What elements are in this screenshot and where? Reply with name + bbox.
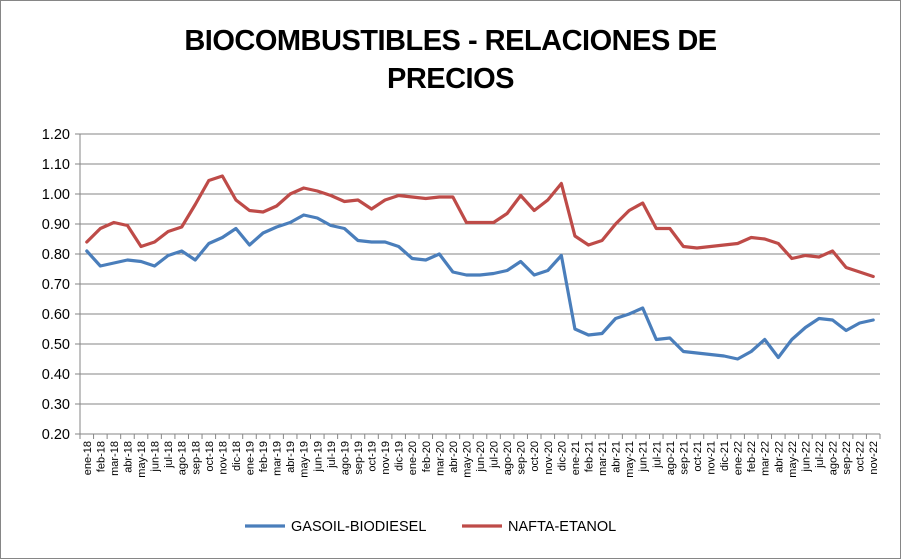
y-tick-label: 0.50	[42, 337, 70, 353]
x-axis-ticks: ene-18 feb-18 mar-18 abr-18 may-18 jun-18 jul-…	[79, 434, 881, 478]
x-tick-label: abr-20	[448, 441, 460, 473]
x-tick-label: jun-22	[800, 441, 812, 473]
x-tick-label: sep-21	[678, 441, 690, 475]
x-tick-label: ene-19	[244, 441, 256, 475]
x-tick-label: abr-18	[122, 441, 134, 473]
x-tick-label: nov-18	[217, 441, 229, 475]
x-tick-label: feb-21	[583, 441, 595, 472]
y-tick-label: 1.00	[42, 187, 70, 203]
x-tick-label: feb-19	[258, 441, 270, 472]
x-tick-label: feb-18	[95, 441, 107, 472]
x-tick-label: oct-21	[692, 441, 704, 472]
x-tick-label: mar-21	[597, 441, 609, 476]
x-tick-label: jul-21	[651, 441, 663, 469]
x-tick-label: may-18	[136, 441, 148, 478]
x-tick-label: nov-20	[543, 441, 555, 475]
y-axis-ticks: 0.20 0.30 0.40 0.50 0.60 0.70 0.80 0.90 1.00 1.10…	[42, 127, 80, 443]
gridlines	[80, 133, 880, 435]
x-tick-label: may-22	[787, 441, 799, 478]
y-tick-label: 1.10	[42, 157, 70, 173]
x-tick-label: mar-22	[760, 441, 772, 476]
x-tick-label: jul-20	[489, 441, 501, 469]
y-tick-label: 0.40	[42, 367, 70, 383]
chart-title-line-2: PRECIOS	[386, 63, 515, 95]
y-tick-label: 0.60	[42, 307, 70, 323]
x-tick-label: dic-18	[231, 441, 243, 471]
x-tick-label: may-20	[461, 441, 473, 478]
x-tick-label: may-21	[624, 441, 636, 478]
y-tick-label: 0.70	[42, 277, 70, 293]
x-tick-label: mar-20	[434, 441, 446, 476]
x-tick-label: jun-18	[150, 441, 162, 473]
legend-nafta-etanol-label: NAFTA-ETANOL	[508, 519, 616, 535]
x-tick-label: dic-21	[719, 441, 731, 471]
x-tick-label: ago-19	[339, 441, 351, 475]
x-tick-label: oct-22	[855, 441, 867, 472]
chart-title: BIOCOMBUSTIBLES - RELACIONES DE PRECIOS	[0, 22, 901, 98]
x-tick-label: ene-21	[570, 441, 582, 475]
y-tick-label: 0.80	[42, 247, 70, 263]
x-tick-label: ago-18	[177, 441, 189, 475]
x-tick-label: jul-18	[163, 441, 175, 469]
x-tick-label: nov-22	[868, 441, 880, 475]
y-tick-label: 0.20	[42, 427, 70, 443]
x-tick-label: dic-19	[394, 441, 406, 471]
x-tick-label: jul-22	[814, 441, 826, 469]
x-tick-label: sep-19	[353, 441, 365, 475]
x-tick-label: nov-21	[706, 441, 718, 475]
x-tick-label: feb-22	[746, 441, 758, 472]
x-tick-label: jun-20	[475, 441, 487, 473]
x-tick-label: sep-20	[516, 441, 528, 475]
x-tick-label: feb-20	[421, 441, 433, 472]
x-tick-label: ago-22	[828, 441, 840, 475]
x-tick-label: may-19	[299, 441, 311, 478]
x-tick-label: ago-21	[665, 441, 677, 475]
y-tick-label: 0.30	[42, 397, 70, 413]
x-tick-label: mar-18	[109, 441, 121, 476]
axes	[79, 134, 880, 435]
y-tick-label: 1.20	[42, 127, 70, 143]
x-tick-label: sep-18	[190, 441, 202, 475]
x-tick-label: ene-18	[82, 441, 94, 475]
x-tick-label: abr-19	[285, 441, 297, 473]
x-tick-label: oct-19	[367, 441, 379, 472]
y-tick-label: 0.90	[42, 217, 70, 233]
series-lines	[85, 174, 875, 361]
legend-gasoil-biodiesel-label: GASOIL-BIODIESEL	[291, 519, 426, 535]
x-tick-label: nov-19	[380, 441, 392, 475]
x-tick-label: jun-19	[312, 441, 324, 473]
x-tick-label: oct-18	[204, 441, 216, 472]
legend: GASOIL-BIODIESEL NAFTA-ETANOL	[245, 519, 616, 535]
x-tick-label: sep-22	[841, 441, 853, 475]
series-line-gasoil-biodiesel	[85, 213, 875, 361]
x-tick-label: mar-19	[272, 441, 284, 476]
x-tick-label: oct-20	[529, 441, 541, 472]
x-tick-label: ago-20	[502, 441, 514, 475]
x-tick-label: abr-22	[773, 441, 785, 473]
x-tick-label: jul-19	[326, 441, 338, 469]
x-tick-label: ene-22	[733, 441, 745, 475]
x-tick-label: ene-20	[407, 441, 419, 475]
series-line-nafta-etanol	[85, 174, 875, 279]
x-tick-label: abr-21	[611, 441, 623, 473]
x-tick-label: dic-20	[556, 441, 568, 471]
x-tick-label: jun-21	[638, 441, 650, 473]
chart-title-line-1: BIOCOMBUSTIBLES - RELACIONES DE	[184, 25, 717, 57]
